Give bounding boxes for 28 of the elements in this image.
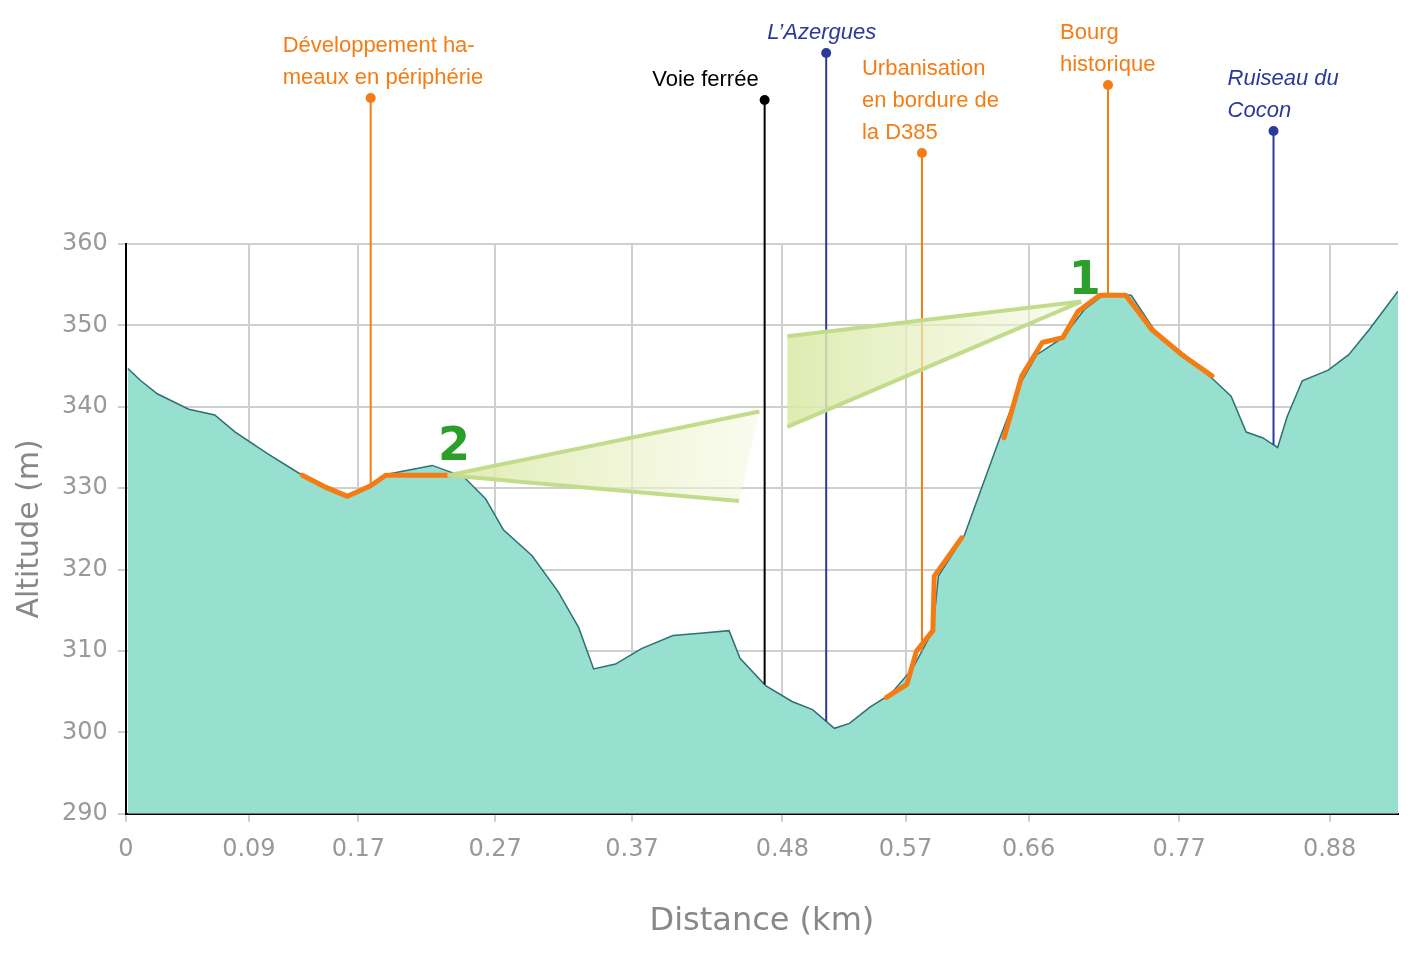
x-tick-label: 0.17 bbox=[331, 834, 386, 863]
x-tick-label: 0.37 bbox=[605, 834, 659, 863]
annotation: 2 bbox=[438, 417, 471, 472]
y-tick-label: 300 bbox=[62, 716, 108, 745]
ref-line-label: Voie ferrée bbox=[652, 66, 759, 91]
x-tick-label: 0.09 bbox=[222, 834, 276, 863]
x-tick-label: 0.77 bbox=[1152, 834, 1206, 863]
ref-line-label: L’Azergues bbox=[767, 19, 877, 44]
x-tick-label: 0.57 bbox=[878, 834, 933, 863]
ref-line-label: Développement ha- meaux en périphérie bbox=[282, 32, 484, 89]
ref-line-label: Ruiseau du Cocon bbox=[1227, 65, 1339, 122]
y-tick-label: 310 bbox=[62, 635, 108, 664]
y-axis-title: Altitude (m) bbox=[9, 439, 45, 619]
x-tick-label: 0.66 bbox=[1001, 834, 1056, 863]
x-tick-label: 0.88 bbox=[1302, 834, 1357, 863]
annotation: 1 bbox=[1068, 251, 1101, 306]
ref-line-label: Bourg historique bbox=[1060, 19, 1156, 76]
y-tick-label: 360 bbox=[62, 228, 108, 257]
y-tick-label: 350 bbox=[62, 309, 108, 338]
x-axis-title: Distance (km) bbox=[649, 900, 875, 939]
x-tick-label: 0 bbox=[118, 834, 134, 863]
y-tick-label: 330 bbox=[62, 472, 108, 501]
y-tick-label: 340 bbox=[62, 391, 108, 420]
x-tick-label: 0.27 bbox=[468, 834, 522, 863]
y-tick-label: 320 bbox=[62, 553, 108, 582]
y-tick-label: 290 bbox=[62, 798, 108, 827]
x-tick-label: 0.48 bbox=[755, 834, 810, 863]
ref-line-label: Urbanisation en bordure de la D385 bbox=[861, 55, 999, 144]
